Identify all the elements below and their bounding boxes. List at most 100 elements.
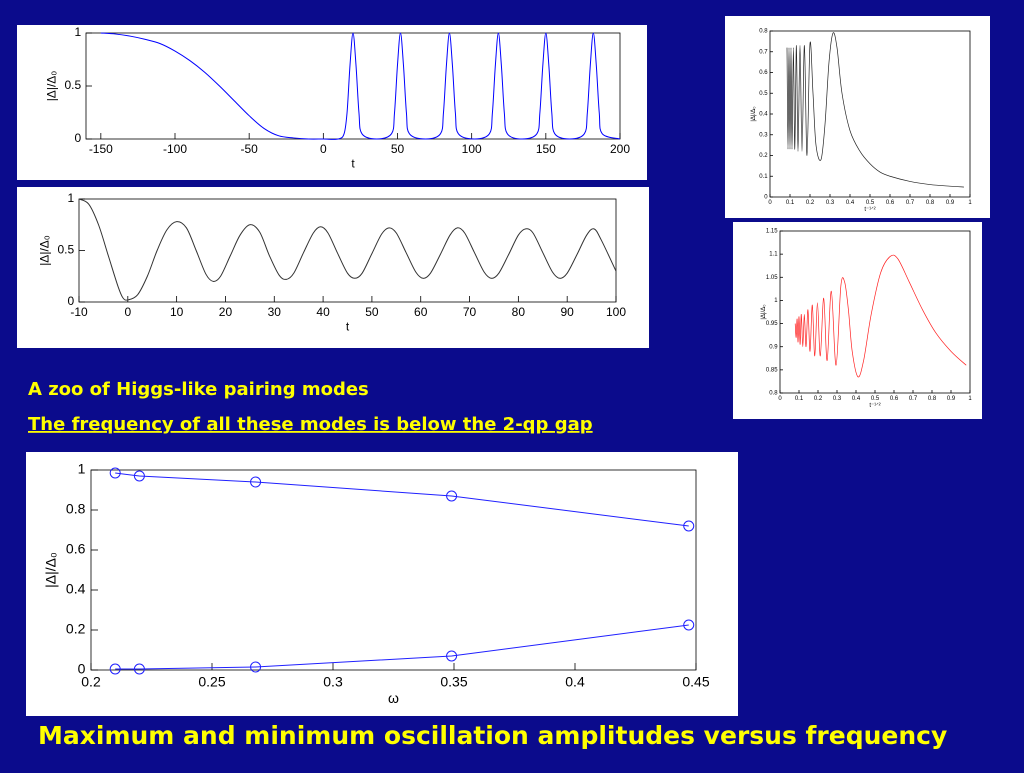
data-line	[78, 198, 617, 301]
y-tick-label: 1.15	[766, 229, 778, 235]
chart-panel	[17, 187, 649, 348]
x-tick-label: 0	[778, 396, 782, 402]
y-tick-label: 0.85	[766, 367, 778, 373]
y-axis-label: |Δ|/Δ₀	[761, 304, 767, 320]
data-marker	[683, 619, 695, 631]
y-tick-label: 0.6	[759, 70, 768, 76]
x-tick-label: 0.5	[871, 396, 880, 402]
x-tick-label: 0.4	[852, 396, 861, 402]
x-tick-label: 0.7	[906, 200, 915, 206]
x-tick-label: -100	[163, 142, 187, 156]
y-tick-label: 0.5	[65, 78, 82, 92]
y-tick-label: 1.1	[769, 252, 778, 258]
x-tick-label: 1	[968, 396, 972, 402]
y-tick-label: 0	[764, 195, 768, 201]
y-tick-label: 0.5	[759, 91, 768, 97]
x-axis-label: t	[346, 319, 350, 333]
y-axis-label: |Δ|/Δ₀	[45, 71, 59, 102]
x-tick-label: 0.45	[682, 673, 709, 689]
x-tick-label: 0	[320, 142, 327, 156]
x-axis-label: t⁻¹ᐟ²	[864, 206, 875, 213]
data-line	[786, 32, 965, 188]
x-tick-label: 0.2	[81, 673, 101, 689]
y-axis-label: |Δ|/Δ₀	[43, 552, 59, 588]
chart-panel	[26, 452, 738, 716]
x-tick-label: 0.35	[440, 673, 467, 689]
plot-frame	[90, 469, 697, 671]
y-tick-label: 0.4	[66, 581, 86, 597]
x-tick-label: 0	[124, 305, 131, 319]
x-tick-label: 150	[536, 142, 556, 156]
x-tick-label: 0.25	[198, 673, 225, 689]
data-marker	[446, 650, 458, 662]
y-axis-label: |Δ|/Δ₀	[751, 106, 757, 122]
y-tick-label: 0.7	[759, 49, 768, 55]
y-tick-label: 0.95	[766, 321, 778, 327]
x-tick-label: 1	[968, 200, 972, 206]
y-tick-label: 0	[75, 131, 82, 145]
x-tick-label: 0.9	[946, 200, 955, 206]
data-marker	[446, 490, 458, 502]
x-tick-label: 0.1	[786, 200, 795, 206]
caption: The frequency of all these modes is belo…	[28, 414, 593, 435]
y-tick-label: 1	[78, 461, 86, 477]
x-axis-label: t	[351, 156, 355, 170]
y-tick-label: 1.05	[766, 275, 778, 281]
x-tick-label: 0.8	[928, 396, 937, 402]
x-tick-label: -50	[240, 142, 258, 156]
y-tick-label: 0.2	[759, 153, 768, 159]
x-tick-label: 0.3	[323, 673, 343, 689]
y-tick-label: 1	[75, 25, 82, 39]
x-tick-label: 100	[606, 305, 626, 319]
data-line	[115, 472, 689, 527]
x-tick-label: 0.4	[846, 200, 855, 206]
y-tick-label: 0.3	[759, 132, 768, 138]
x-tick-label: 0.5	[866, 200, 875, 206]
x-tick-label: 0.6	[886, 200, 895, 206]
x-tick-label: 200	[610, 142, 630, 156]
caption: A zoo of Higgs-like pairing modes	[28, 379, 369, 400]
x-tick-label: 50	[365, 305, 379, 319]
x-tick-label: 80	[512, 305, 526, 319]
x-tick-label: 0.3	[826, 200, 835, 206]
x-axis-label: t⁻¹ᐟ²	[869, 402, 880, 409]
x-tick-label: 0.6	[890, 396, 899, 402]
data-marker	[109, 467, 121, 479]
x-tick-label: 0.1	[795, 396, 804, 402]
x-tick-label: -10	[70, 305, 88, 319]
data-marker	[133, 663, 145, 675]
x-tick-label: 0.8	[926, 200, 935, 206]
x-tick-label: 30	[268, 305, 282, 319]
y-tick-label: 0.4	[759, 112, 768, 118]
data-line	[100, 32, 621, 140]
y-tick-label: 0	[68, 294, 75, 308]
data-marker	[133, 470, 145, 482]
y-tick-label: 0.8	[769, 391, 778, 397]
y-axis-label: |Δ|/Δ₀	[38, 235, 52, 266]
y-tick-label: 0.5	[58, 243, 75, 257]
data-marker	[250, 661, 262, 673]
x-tick-label: 0.3	[833, 396, 842, 402]
x-tick-label: -150	[89, 142, 113, 156]
x-tick-label: 60	[414, 305, 428, 319]
x-tick-label: 100	[462, 142, 482, 156]
x-tick-label: 70	[463, 305, 477, 319]
y-tick-label: 0.6	[66, 541, 86, 557]
y-tick-label: 0.9	[769, 344, 778, 350]
data-marker	[683, 520, 695, 532]
y-tick-label: 0	[78, 661, 86, 677]
chart-panel	[17, 25, 647, 180]
y-tick-label: 0.8	[759, 29, 768, 35]
x-tick-label: 0.2	[814, 396, 823, 402]
data-marker	[109, 663, 121, 675]
x-tick-label: 0	[768, 200, 772, 206]
y-tick-label: 0.2	[66, 621, 86, 637]
x-tick-label: 0.4	[565, 673, 585, 689]
y-tick-label: 0.8	[66, 501, 86, 517]
x-axis-label: ω	[388, 690, 399, 706]
chart-panel	[725, 16, 990, 218]
data-marker	[250, 476, 262, 488]
x-tick-label: 20	[219, 305, 233, 319]
x-tick-label: 0.7	[909, 396, 918, 402]
